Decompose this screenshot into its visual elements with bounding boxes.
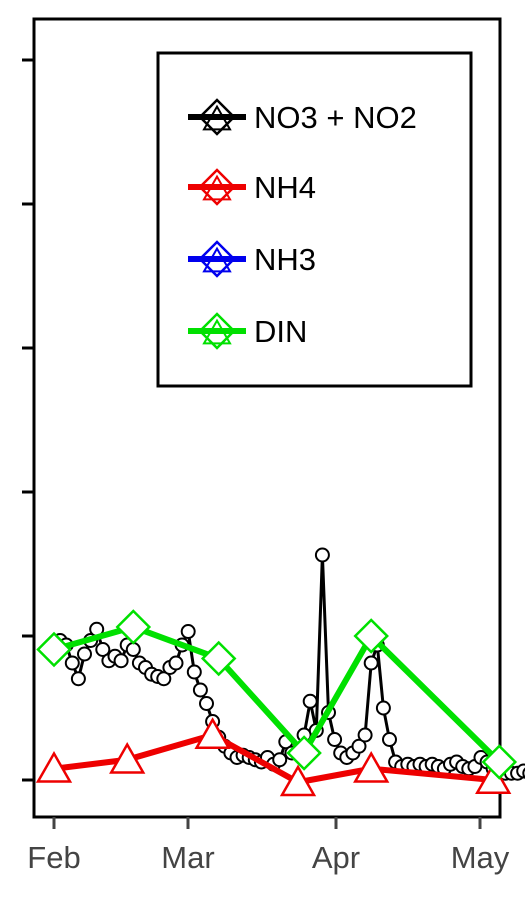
series-0-point-5 bbox=[77, 646, 92, 662]
legend-item-3: DIN bbox=[188, 312, 307, 350]
x-tick-label-1: Mar bbox=[161, 840, 214, 875]
series-1-point-1 bbox=[109, 742, 146, 774]
series-0 bbox=[46, 547, 525, 781]
series-0-point-20 bbox=[168, 655, 184, 671]
series-0-point-51 bbox=[357, 727, 373, 743]
y-axis-ticks bbox=[22, 58, 34, 782]
series-0-point-37 bbox=[272, 752, 288, 768]
legend-item-2: NH3 bbox=[188, 240, 316, 278]
series-0-point-55 bbox=[382, 732, 397, 747]
series-3 bbox=[36, 609, 518, 780]
series-1-point-2 bbox=[194, 717, 231, 750]
series-0-point-46 bbox=[327, 732, 343, 747]
legend-item-0: NO3 + NO2 bbox=[188, 98, 417, 136]
x-tick-label-0: Feb bbox=[27, 840, 80, 875]
legend-diamond-3 bbox=[198, 312, 236, 350]
series-3-point-4 bbox=[353, 618, 389, 654]
legend-label-0: NO3 + NO2 bbox=[254, 100, 417, 135]
legend: NO3 + NO2 NH4 NH3 DIN bbox=[156, 51, 473, 388]
series-3-point-0 bbox=[36, 631, 72, 668]
series-0-point-22 bbox=[180, 624, 196, 639]
series-3-point-1 bbox=[115, 609, 152, 645]
series-1 bbox=[35, 717, 512, 797]
series-1-point-5 bbox=[475, 762, 512, 795]
x-tick-label-3: May bbox=[451, 840, 510, 875]
series-0-point-24 bbox=[192, 682, 208, 698]
series-0-point-23 bbox=[186, 664, 202, 680]
x-axis: Feb Mar Apr May bbox=[27, 817, 510, 875]
series-0-point-4 bbox=[70, 671, 86, 687]
legend-label-1: NH4 bbox=[254, 170, 316, 205]
series-0-point-44 bbox=[314, 547, 330, 563]
series-1-point-0 bbox=[35, 751, 73, 783]
legend-item-1: NH4 bbox=[188, 168, 316, 206]
series-0-point-42 bbox=[302, 693, 318, 709]
series-1-point-3 bbox=[279, 764, 317, 797]
series-0-point-8 bbox=[95, 642, 111, 657]
x-tick-label-2: Apr bbox=[312, 840, 360, 875]
legend-label-3: DIN bbox=[254, 314, 307, 349]
legend-diamond-2 bbox=[198, 240, 236, 278]
legend-triangle-1 bbox=[202, 174, 232, 201]
legend-diamond-0 bbox=[198, 98, 236, 136]
series-0-point-3 bbox=[64, 655, 80, 671]
series-0-point-18 bbox=[156, 671, 172, 687]
legend-triangle-3 bbox=[202, 318, 232, 345]
series-1-line bbox=[53, 732, 494, 786]
series-3-point-3 bbox=[286, 735, 322, 771]
series-0-point-54 bbox=[375, 700, 391, 716]
series-1-point-4 bbox=[353, 751, 390, 783]
series-0-point-52 bbox=[363, 655, 379, 671]
series-layer bbox=[35, 547, 525, 797]
series-0-point-13 bbox=[125, 642, 141, 657]
legend-triangle-0 bbox=[202, 104, 232, 131]
series-0-point-25 bbox=[199, 696, 214, 711]
plot-frame bbox=[32, 17, 502, 819]
legend-triangle-2 bbox=[202, 246, 232, 273]
legend-diamond-1 bbox=[198, 168, 236, 206]
series-3-point-2 bbox=[200, 640, 237, 677]
series-0-point-11 bbox=[113, 653, 129, 669]
series-3-point-5 bbox=[481, 744, 518, 780]
series-0-point-50 bbox=[351, 738, 367, 754]
legend-label-2: NH3 bbox=[254, 242, 316, 277]
